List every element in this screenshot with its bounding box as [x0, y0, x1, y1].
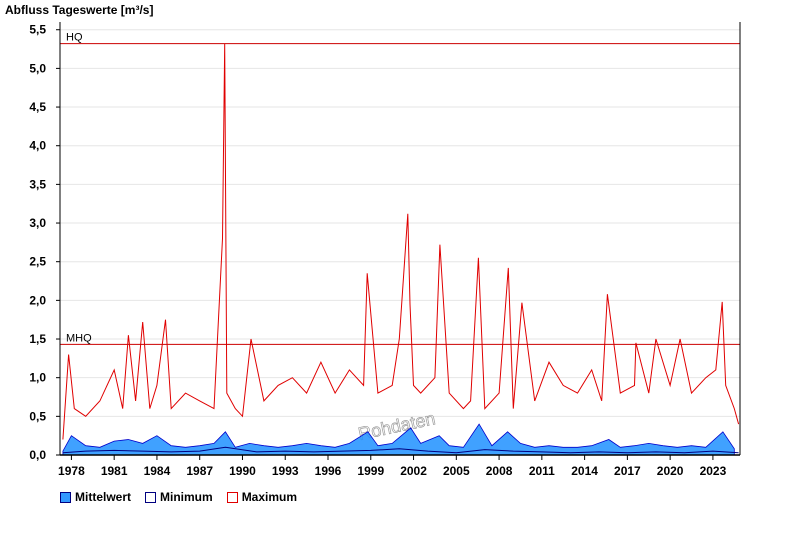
y-tick-label: 2,5 — [29, 255, 46, 269]
legend-swatch-max — [226, 491, 238, 503]
x-tick-label: 2011 — [529, 464, 555, 478]
chart-legend: Mittelwert Minimum Maximum — [60, 490, 297, 504]
series-maximum-line — [62, 43, 740, 440]
y-tick-label: 0,0 — [29, 448, 46, 462]
legend-item-min[interactable]: Minimum — [145, 490, 213, 504]
x-tick-label: 1981 — [101, 464, 128, 478]
y-tick-label: 0,5 — [29, 409, 46, 423]
legend-swatch-min — [145, 491, 157, 503]
x-tick-label: 2023 — [700, 464, 727, 478]
y-tick-label: 1,5 — [29, 332, 46, 346]
y-tick-label: 5,5 — [29, 23, 46, 37]
x-tick-label: 1999 — [357, 464, 384, 478]
y-tick-label: 5,0 — [29, 61, 46, 75]
x-tick-label: 2020 — [657, 464, 684, 478]
legend-swatch-mean — [60, 491, 71, 503]
x-tick-label: 1987 — [186, 464, 213, 478]
plot-area — [60, 22, 740, 455]
series-mittelwert-area — [62, 423, 735, 456]
series-minimum-line — [62, 446, 739, 454]
x-tick-label: 2014 — [571, 464, 598, 478]
legend-label-max: Maximum — [241, 490, 298, 504]
y-tick-label: 2,0 — [29, 293, 46, 307]
x-tick-label: 2017 — [614, 464, 641, 478]
legend-item-max[interactable]: Maximum — [226, 490, 298, 504]
y-tick-label: 1,0 — [29, 371, 46, 385]
x-tick-label: 2008 — [486, 464, 513, 478]
y-tick-label: 3,0 — [29, 216, 46, 230]
legend-label-min: Minimum — [160, 490, 213, 504]
x-tick-label: 1990 — [229, 464, 256, 478]
y-tick-label: 3,5 — [29, 177, 46, 191]
chart-title: Abfluss Tageswerte [m³/s] — [5, 3, 153, 17]
legend-item-mean[interactable]: Mittelwert — [60, 490, 131, 504]
ref-label-hq: HQ — [66, 32, 83, 44]
y-tick-label: 4,5 — [29, 100, 46, 114]
x-tick-label: 1984 — [144, 464, 171, 478]
ref-label-mhq: MHQ — [66, 332, 92, 344]
legend-label-mean: Mittelwert — [75, 490, 132, 504]
x-tick-label: 1996 — [315, 464, 342, 478]
y-tick-label: 4,0 — [29, 139, 46, 153]
x-tick-label: 1993 — [272, 464, 299, 478]
x-tick-label: 2005 — [443, 464, 470, 478]
x-tick-label: 1978 — [58, 464, 85, 478]
x-tick-label: 2002 — [400, 464, 427, 478]
